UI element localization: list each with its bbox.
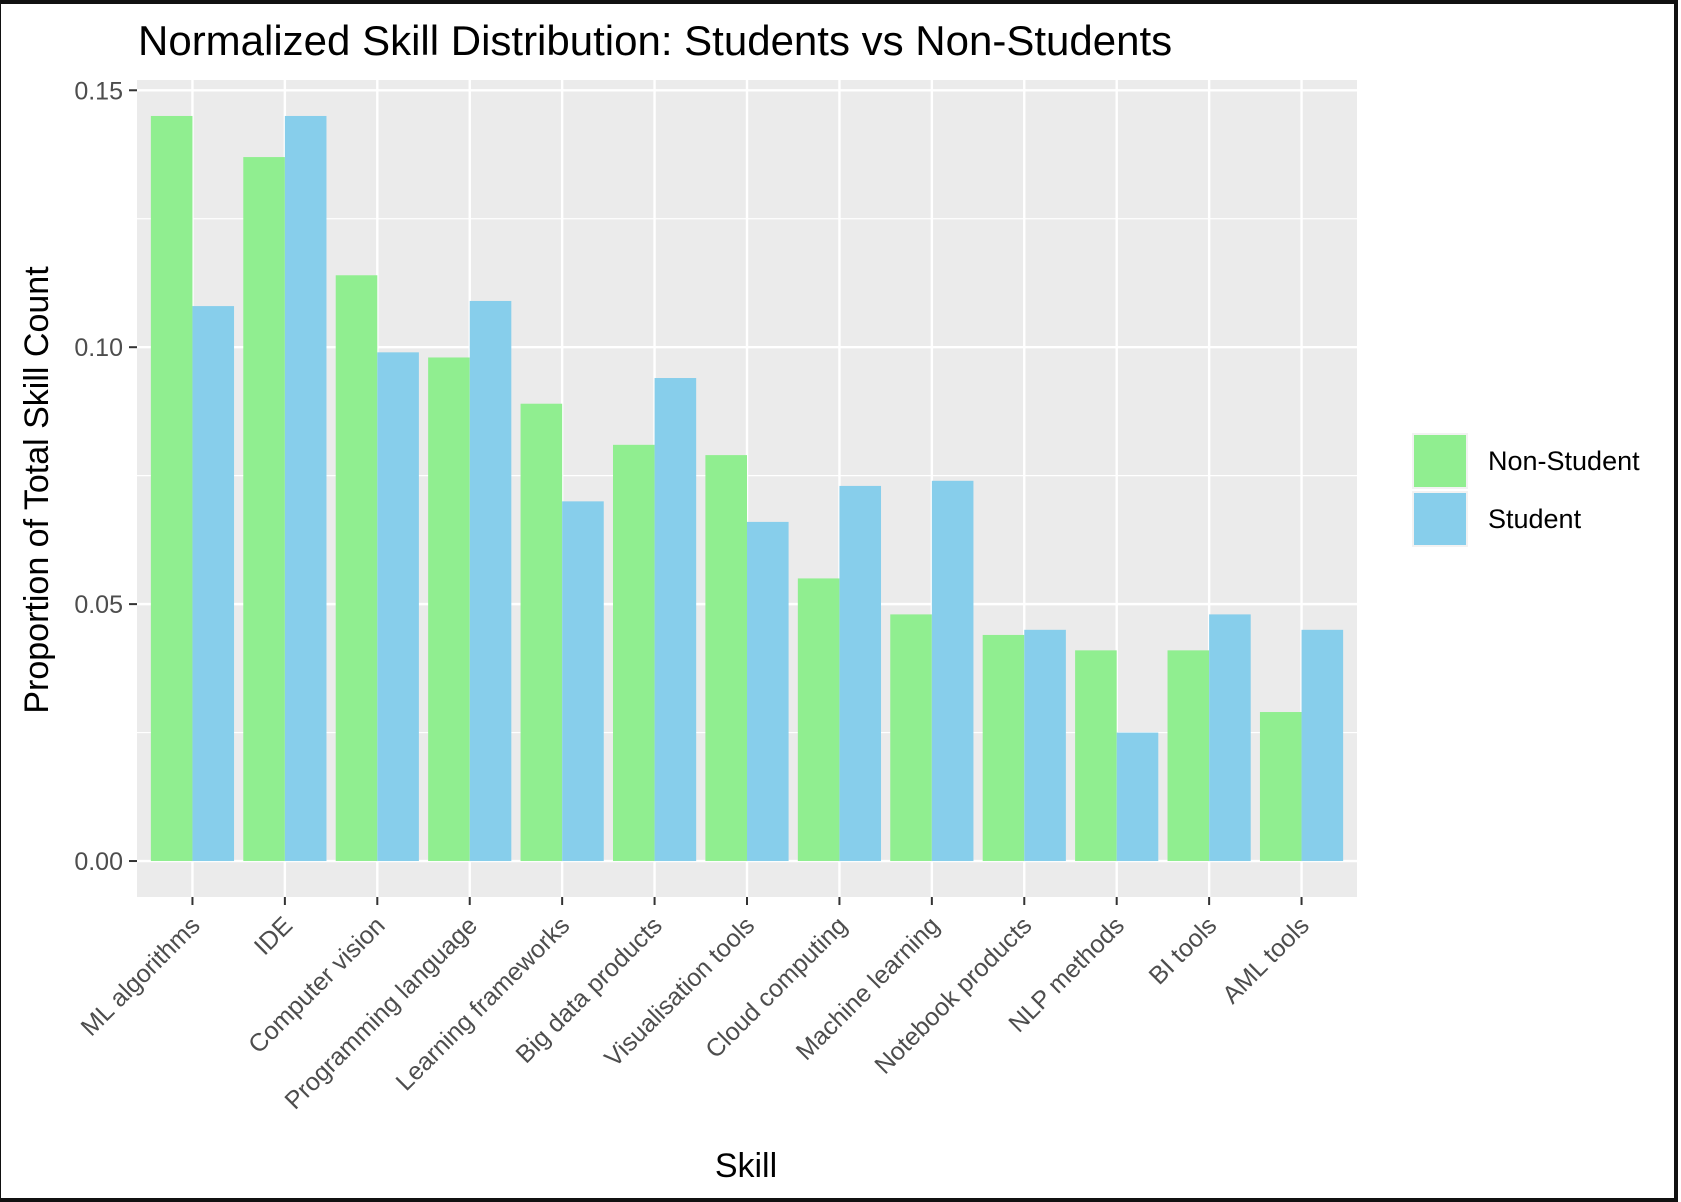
x-tick-label-ide: IDE	[249, 911, 298, 960]
bar-student-machine-learning	[931, 480, 974, 862]
bar-non-student-notebook-products	[982, 634, 1025, 862]
legend-label-non-student: Non-Student	[1488, 446, 1640, 476]
chart-title: Normalized Skill Distribution: Students …	[138, 17, 1172, 64]
legend-label-student: Student	[1488, 504, 1582, 534]
bar-student-ml-algorithms	[192, 306, 235, 862]
legend: Non-Student Student	[1412, 433, 1640, 547]
bar-non-student-computer-vision	[335, 275, 378, 862]
bar-non-student-visualisation-tools	[705, 455, 747, 862]
x-tick-label-learning-frameworks: Learning frameworks	[391, 911, 576, 1096]
bars-group	[150, 115, 1344, 862]
y-tick-label: 0.00	[74, 848, 123, 876]
y-axis: 0.00 0.05 0.10 0.15	[74, 77, 137, 876]
x-tick-label-notebook-products: Notebook products	[869, 911, 1037, 1079]
bar-non-student-nlp-methods	[1075, 650, 1117, 862]
bar-non-student-ide	[243, 157, 285, 862]
x-tick-label-aml-tools: AML tools	[1217, 911, 1315, 1009]
legend-swatch-student	[1414, 493, 1466, 545]
x-tick-label-ml-algorithms: ML algorithms	[76, 911, 206, 1041]
bar-student-aml-tools	[1301, 629, 1344, 862]
bar-student-cloud-computing	[839, 485, 882, 862]
bar-non-student-learning-frameworks	[520, 403, 563, 862]
bar-student-ide	[284, 115, 327, 862]
y-tick-label: 0.15	[74, 77, 123, 105]
y-axis-title: Proportion of Total Skill Count	[18, 266, 56, 714]
bar-non-student-machine-learning	[890, 614, 932, 862]
x-axis-title: Skill	[715, 1147, 777, 1185]
bar-student-learning-frameworks	[562, 501, 604, 862]
bar-non-student-big-data-products	[612, 444, 655, 862]
y-tick-label: 0.05	[74, 591, 123, 619]
bar-student-bi-tools	[1209, 614, 1251, 862]
bar-student-visualisation-tools	[747, 521, 789, 862]
bar-student-nlp-methods	[1116, 732, 1159, 862]
bar-non-student-programming-language	[428, 357, 470, 862]
bar-student-notebook-products	[1024, 629, 1066, 862]
y-tick-label: 0.10	[74, 334, 123, 362]
bar-student-programming-language	[469, 300, 512, 862]
bar-non-student-ml-algorithms	[150, 115, 193, 862]
x-tick-label-bi-tools: BI tools	[1144, 911, 1223, 990]
bar-non-student-bi-tools	[1167, 650, 1210, 862]
bar-student-computer-vision	[377, 352, 419, 862]
bar-student-big-data-products	[654, 378, 697, 862]
legend-swatch-non-student	[1414, 435, 1466, 487]
bar-non-student-cloud-computing	[797, 578, 840, 862]
bar-non-student-aml-tools	[1259, 712, 1302, 862]
